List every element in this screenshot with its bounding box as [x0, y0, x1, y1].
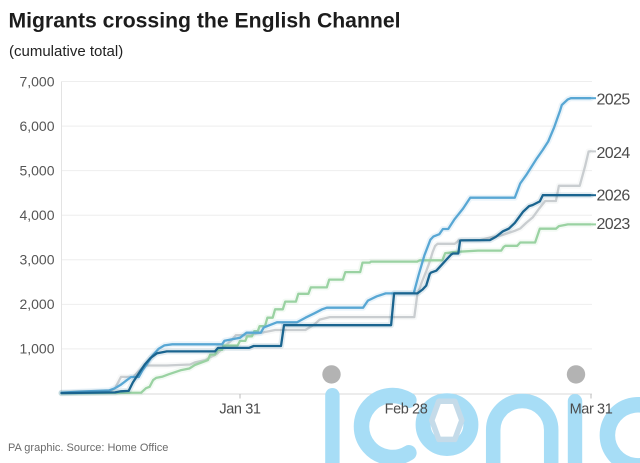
svg-text:3,000: 3,000	[19, 252, 54, 268]
svg-text:2024: 2024	[597, 145, 631, 162]
svg-text:2026: 2026	[597, 187, 631, 204]
svg-text:2,000: 2,000	[19, 296, 54, 312]
svg-text:Feb 28: Feb 28	[385, 402, 428, 418]
svg-text:(cumulative total): (cumulative total)	[9, 43, 123, 60]
svg-text:PA graphic. Source: Home Offic: PA graphic. Source: Home Office	[8, 442, 168, 454]
svg-text:2025: 2025	[597, 91, 631, 108]
svg-text:Mar 31: Mar 31	[570, 402, 613, 418]
svg-text:6,000: 6,000	[19, 118, 54, 134]
svg-text:Jan 31: Jan 31	[219, 402, 260, 418]
svg-text:4,000: 4,000	[19, 207, 54, 223]
svg-text:2023: 2023	[597, 216, 631, 233]
svg-text:7,000: 7,000	[19, 73, 54, 89]
svg-text:5,000: 5,000	[19, 162, 54, 178]
svg-text:Migrants crossing the English: Migrants crossing the English Channel	[9, 10, 401, 33]
svg-text:1,000: 1,000	[19, 341, 54, 357]
